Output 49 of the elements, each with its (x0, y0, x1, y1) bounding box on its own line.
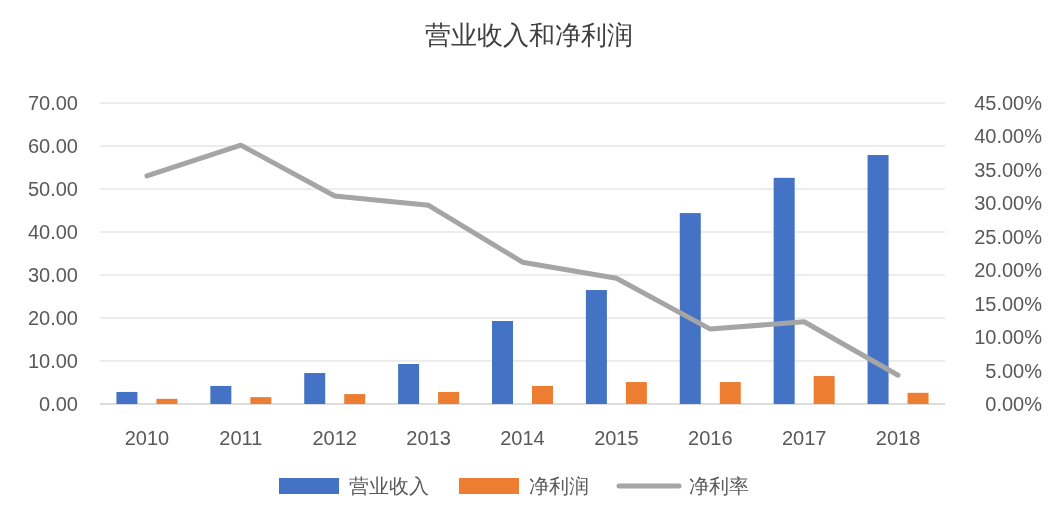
x-tick-label: 2017 (781, 427, 827, 449)
bar (210, 385, 232, 404)
y2-tick-label: 5.00% (985, 359, 1043, 382)
x-tick-label: 2015 (594, 427, 639, 449)
y-tick-label: 50.00 (27, 178, 78, 200)
y2-tick-label: 45.00% (974, 92, 1043, 114)
bar (492, 321, 513, 404)
y2-tick-label: 35.00% (974, 158, 1043, 181)
bar (625, 382, 647, 404)
bar (250, 397, 272, 404)
legend-label: 净利率 (689, 475, 749, 497)
legend-label: 净利润 (529, 475, 589, 497)
bar (719, 382, 741, 404)
x-tick-label: 2011 (219, 427, 263, 449)
bar (773, 177, 795, 404)
legend-label: 营业收入 (349, 475, 429, 497)
bar (907, 392, 929, 404)
y-tick-label: 60.00 (27, 135, 78, 157)
bar (398, 364, 420, 404)
y-tick-label: 10.00 (27, 350, 78, 372)
y2-tick-label: 30.00% (974, 192, 1043, 215)
bar (867, 155, 889, 404)
y-tick-label: 30.00 (27, 264, 78, 286)
x-tick-label: 2014 (500, 427, 545, 449)
x-tick-label: 2012 (312, 427, 357, 449)
y2-tick-label: 0.00% (985, 393, 1043, 415)
chart-title: 营业收入和净利润 (425, 20, 633, 50)
x-tick-label: 2016 (688, 427, 733, 449)
y-tick-label: 70.00 (27, 92, 78, 114)
x-tick-label: 2018 (875, 427, 921, 449)
bar (438, 391, 460, 404)
bar (532, 385, 553, 404)
y2-tick-label: 25.00% (974, 225, 1043, 248)
y-tick-label: 40.00 (27, 221, 78, 243)
y-tick-label: 0.00 (39, 393, 78, 415)
y2-tick-label: 20.00% (974, 259, 1043, 282)
y2-tick-label: 15.00% (974, 292, 1043, 315)
bar (813, 376, 835, 404)
bar (116, 391, 138, 404)
bar (304, 373, 326, 404)
bar (344, 394, 366, 404)
bar (679, 213, 701, 404)
y2-tick-label: 10.00% (974, 326, 1043, 349)
y2-tick-label: 40.00% (974, 125, 1043, 148)
bar (585, 290, 607, 404)
bar (156, 398, 178, 404)
y-tick-label: 20.00 (27, 307, 78, 329)
x-tick-label: 2013 (406, 427, 451, 449)
x-tick-label: 2010 (124, 427, 170, 449)
